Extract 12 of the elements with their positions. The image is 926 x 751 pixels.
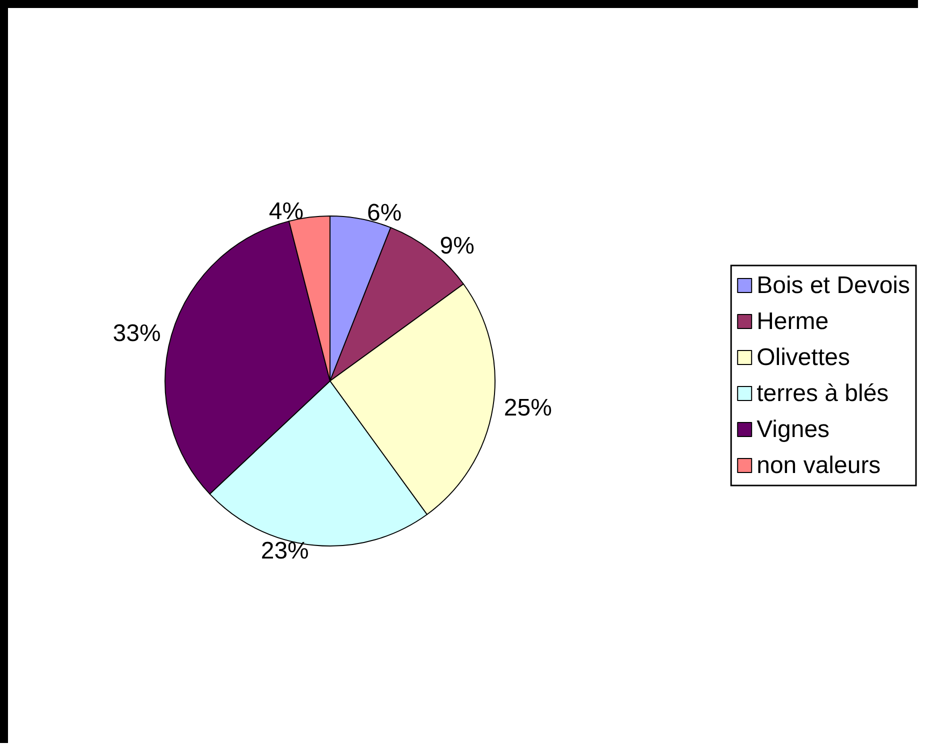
data-label: 33% bbox=[112, 320, 161, 347]
legend-label: Olivettes bbox=[756, 344, 850, 371]
legend-label: Vignes bbox=[756, 416, 830, 443]
data-label: 23% bbox=[260, 538, 309, 565]
data-label: 25% bbox=[504, 394, 552, 422]
legend-label: Herme bbox=[756, 308, 829, 335]
legend-label: terres à blés bbox=[756, 380, 889, 407]
data-label: 9% bbox=[440, 232, 474, 260]
data-label: 6% bbox=[367, 200, 402, 227]
legend-label: Bois et Devois bbox=[756, 272, 910, 299]
data-label: 4% bbox=[268, 198, 304, 225]
legend-label: non valeurs bbox=[756, 452, 881, 479]
